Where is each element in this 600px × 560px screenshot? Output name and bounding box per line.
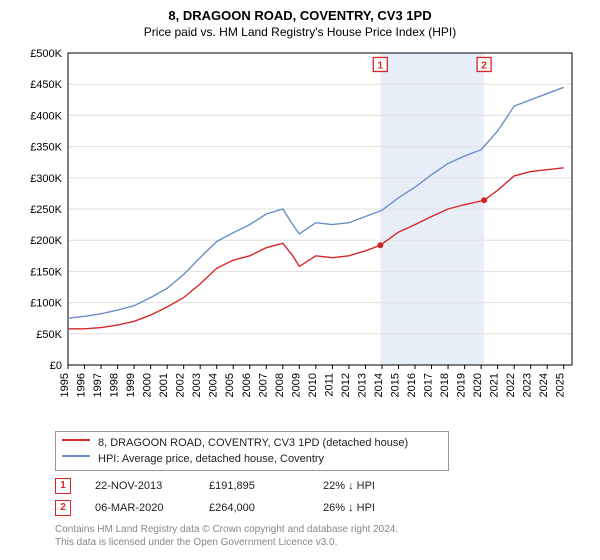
svg-text:2000: 2000: [142, 373, 154, 397]
svg-text:£200K: £200K: [30, 235, 62, 247]
svg-text:£300K: £300K: [30, 173, 62, 185]
svg-text:£500K: £500K: [30, 48, 62, 60]
event-date: 06-MAR-2020: [95, 497, 185, 519]
svg-text:2004: 2004: [208, 373, 220, 397]
svg-text:£50K: £50K: [36, 329, 62, 341]
footer-line1: Contains HM Land Registry data © Crown c…: [55, 523, 580, 536]
svg-text:£250K: £250K: [30, 204, 62, 216]
legend-swatch-property: [62, 439, 90, 449]
svg-text:1999: 1999: [125, 373, 137, 397]
chart-area: £0 £50K £100K £150K £200K £250K £300K £350K £400…: [20, 45, 580, 425]
event-price: £264,000: [209, 497, 299, 519]
svg-text:2005: 2005: [224, 373, 236, 397]
legend-row-hpi: HPI: Average price, detached house, Cove…: [62, 451, 442, 467]
svg-text:2: 2: [481, 60, 487, 71]
events-table: 1 22-NOV-2013 £191,895 22% ↓ HPI 2 06-MAR-202…: [55, 475, 580, 519]
svg-text:1996: 1996: [76, 373, 88, 397]
svg-text:2014: 2014: [373, 373, 385, 397]
event-row: 2 06-MAR-2020 £264,000 26% ↓ HPI: [55, 497, 580, 519]
chart-title: 8, DRAGOON ROAD, COVENTRY, CV3 1PD: [0, 0, 600, 23]
footer: Contains HM Land Registry data © Crown c…: [55, 523, 580, 549]
svg-text:2018: 2018: [439, 373, 451, 397]
event-delta: 26% ↓ HPI: [323, 497, 413, 519]
legend: 8, DRAGOON ROAD, COVENTRY, CV3 1PD (deta…: [55, 431, 449, 471]
svg-text:2006: 2006: [241, 373, 253, 397]
svg-text:2013: 2013: [356, 373, 368, 397]
svg-text:2021: 2021: [489, 373, 501, 397]
event-marker-icon: 1: [55, 478, 71, 494]
svg-text:2007: 2007: [257, 373, 269, 397]
legend-swatch-hpi: [62, 455, 90, 465]
legend-label-property: 8, DRAGOON ROAD, COVENTRY, CV3 1PD (deta…: [98, 435, 408, 451]
svg-text:£0: £0: [50, 360, 62, 372]
svg-text:2002: 2002: [175, 373, 187, 397]
svg-text:2024: 2024: [538, 373, 550, 397]
svg-text:2019: 2019: [456, 373, 468, 397]
event-price: £191,895: [209, 475, 299, 497]
chart-subtitle: Price paid vs. HM Land Registry's House …: [0, 23, 600, 45]
chart-svg: £0 £50K £100K £150K £200K £250K £300K £350K £400…: [20, 45, 580, 425]
svg-text:2003: 2003: [191, 373, 203, 397]
svg-text:£450K: £450K: [30, 79, 62, 91]
svg-text:2023: 2023: [522, 373, 534, 397]
svg-text:2008: 2008: [274, 373, 286, 397]
svg-text:2022: 2022: [505, 373, 517, 397]
footer-line2: This data is licensed under the Open Gov…: [55, 536, 580, 549]
svg-text:2011: 2011: [323, 373, 335, 397]
svg-text:2017: 2017: [423, 373, 435, 397]
event-marker-icon: 2: [55, 500, 71, 516]
svg-text:£400K: £400K: [30, 110, 62, 122]
svg-text:2020: 2020: [472, 373, 484, 397]
svg-text:2012: 2012: [340, 373, 352, 397]
svg-text:2010: 2010: [307, 373, 319, 397]
legend-label-hpi: HPI: Average price, detached house, Cove…: [98, 451, 324, 467]
svg-text:1: 1: [378, 60, 384, 71]
event-delta: 22% ↓ HPI: [323, 475, 413, 497]
legend-row-property: 8, DRAGOON ROAD, COVENTRY, CV3 1PD (deta…: [62, 435, 442, 451]
svg-text:£350K: £350K: [30, 142, 62, 154]
svg-text:1998: 1998: [109, 373, 121, 397]
event-date: 22-NOV-2013: [95, 475, 185, 497]
svg-text:1995: 1995: [59, 373, 71, 397]
svg-text:2016: 2016: [406, 373, 418, 397]
svg-text:£100K: £100K: [30, 298, 62, 310]
svg-text:2001: 2001: [158, 373, 170, 397]
svg-text:2025: 2025: [555, 373, 567, 397]
svg-text:£150K: £150K: [30, 266, 62, 278]
svg-text:2015: 2015: [389, 373, 401, 397]
event-row: 1 22-NOV-2013 £191,895 22% ↓ HPI: [55, 475, 580, 497]
svg-text:1997: 1997: [92, 373, 104, 397]
svg-text:2009: 2009: [290, 373, 302, 397]
